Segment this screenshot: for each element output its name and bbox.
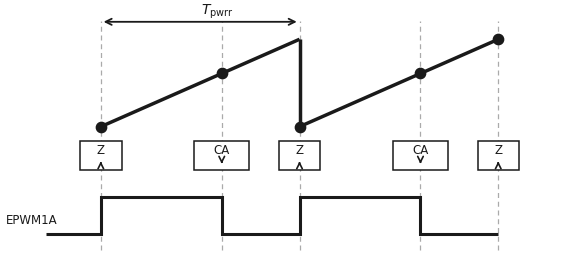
Bar	[478, 141, 519, 170]
Point	[217, 71, 226, 76]
Text: Z: Z	[494, 144, 502, 157]
Bar	[80, 141, 122, 170]
Bar	[393, 141, 448, 170]
Bar	[194, 141, 249, 170]
Bar	[279, 141, 320, 170]
Text: Z: Z	[295, 144, 304, 157]
Text: Z: Z	[97, 144, 105, 157]
Point	[295, 125, 304, 129]
Text: EPWM1A: EPWM1A	[6, 214, 58, 227]
Point	[494, 37, 503, 41]
Text: CA: CA	[412, 144, 429, 157]
Text: CA: CA	[214, 144, 230, 157]
Point	[416, 71, 425, 76]
Point	[96, 125, 105, 129]
Text: $T_{\mathrm{pwrr}}$: $T_{\mathrm{pwrr}}$	[201, 2, 234, 20]
